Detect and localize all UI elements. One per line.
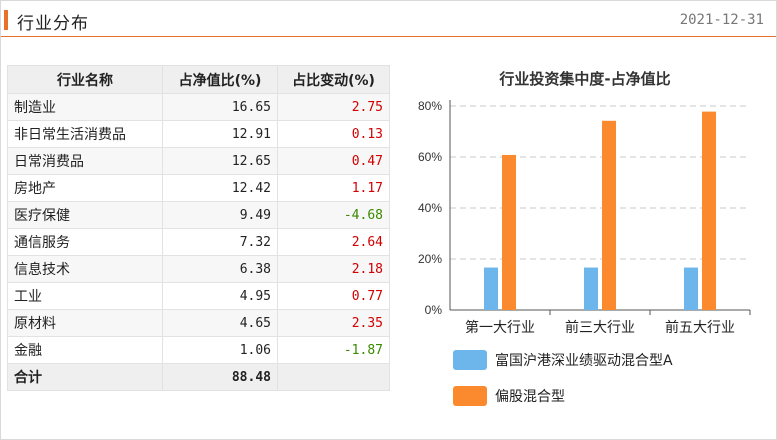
bar-category <box>602 120 616 310</box>
ratio-cell: 4.65 <box>162 309 278 337</box>
ratio-cell: 1.06 <box>162 336 278 364</box>
y-tick-label: 80% <box>418 99 442 113</box>
legend-swatch-category <box>453 386 487 406</box>
column-header-industry[interactable]: 行业名称 <box>7 65 163 94</box>
table-row[interactable]: 金融 1.06 -1.87 <box>7 336 390 364</box>
change-cell: 2.18 <box>277 255 390 283</box>
industry-name-cell: 通信服务 <box>7 228 163 256</box>
x-tick-label: 前三大行业 <box>565 319 635 336</box>
change-cell: 2.75 <box>277 93 390 121</box>
column-header-ratio[interactable]: 占净值比(%) <box>162 65 278 94</box>
ratio-cell: 4.95 <box>162 282 278 310</box>
bar-category <box>702 111 716 310</box>
change-cell: 2.35 <box>277 309 390 337</box>
bar-fund <box>684 267 698 310</box>
total-change-cell <box>277 363 390 391</box>
industry-table: 行业名称 占净值比(%) 占比变动(%) 制造业 16.65 2.75 非日常生活消费… <box>7 65 390 391</box>
table-row[interactable]: 信息技术 6.38 2.18 <box>7 255 390 283</box>
table-row[interactable]: 通信服务 7.32 2.64 <box>7 228 390 256</box>
total-ratio-cell: 88.48 <box>162 363 278 391</box>
industry-name-cell: 工业 <box>7 282 163 310</box>
chart-title: 行业投资集中度-占净值比 <box>499 70 671 88</box>
x-tick-label: 第一大行业 <box>465 319 535 336</box>
legend-label-fund: 富国沪港深业绩驱动混合型A <box>495 353 673 369</box>
change-cell: 0.77 <box>277 282 390 310</box>
panel-header: 行业分布 2021-12-31 <box>1 1 776 37</box>
legend-item-category[interactable]: 偏股混合型 <box>453 386 673 406</box>
table-row[interactable]: 房地产 12.42 1.17 <box>7 174 390 202</box>
change-cell: 1.17 <box>277 174 390 202</box>
legend-label-category: 偏股混合型 <box>495 389 565 405</box>
industry-name-cell: 信息技术 <box>7 255 163 283</box>
y-tick-label: 20% <box>418 252 442 266</box>
legend-item-fund[interactable]: 富国沪港深业绩驱动混合型A <box>453 350 673 370</box>
change-cell: 2.64 <box>277 228 390 256</box>
table-header-row: 行业名称 占净值比(%) 占比变动(%) <box>7 65 390 94</box>
table-row[interactable]: 制造业 16.65 2.75 <box>7 93 390 121</box>
concentration-chart: 行业投资集中度-占净值比 0% 20% 40% 60% 80% 第一大行业 前三大行业 前五大… <box>405 60 765 430</box>
table-row[interactable]: 日常消费品 12.65 0.47 <box>7 147 390 175</box>
bar-fund <box>584 267 598 310</box>
y-tick-label: 0% <box>425 303 443 317</box>
ratio-cell: 6.38 <box>162 255 278 283</box>
column-header-change[interactable]: 占比变动(%) <box>277 65 390 94</box>
total-label-cell: 合计 <box>7 363 163 391</box>
industry-name-cell: 医疗保健 <box>7 201 163 229</box>
legend-swatch-fund <box>453 350 487 370</box>
ratio-cell: 12.42 <box>162 174 278 202</box>
bar-fund <box>484 267 498 310</box>
change-cell: 0.47 <box>277 147 390 175</box>
report-date: 2021-12-31 <box>679 12 764 28</box>
table-row[interactable]: 工业 4.95 0.77 <box>7 282 390 310</box>
change-cell: -4.68 <box>277 201 390 229</box>
industry-name-cell: 房地产 <box>7 174 163 202</box>
table-row[interactable]: 原材料 4.65 2.35 <box>7 309 390 337</box>
panel-title: 行业分布 <box>17 14 89 34</box>
industry-name-cell: 非日常生活消费品 <box>7 120 163 148</box>
industry-name-cell: 日常消费品 <box>7 147 163 175</box>
industry-name-cell: 制造业 <box>7 93 163 121</box>
ratio-cell: 12.65 <box>162 147 278 175</box>
x-tick-label: 前五大行业 <box>665 319 735 336</box>
industry-name-cell: 金融 <box>7 336 163 364</box>
ratio-cell: 16.65 <box>162 93 278 121</box>
table-row[interactable]: 非日常生活消费品 12.91 0.13 <box>7 120 390 148</box>
change-cell: -1.87 <box>277 336 390 364</box>
change-cell: 0.13 <box>277 120 390 148</box>
table-row[interactable]: 医疗保健 9.49 -4.68 <box>7 201 390 229</box>
bar-category <box>502 154 516 310</box>
y-tick-label: 40% <box>418 201 442 215</box>
ratio-cell: 9.49 <box>162 201 278 229</box>
industry-name-cell: 原材料 <box>7 309 163 337</box>
header-accent-bar <box>4 10 8 30</box>
chart-legend: 富国沪港深业绩驱动混合型A 偏股混合型 <box>453 350 673 422</box>
ratio-cell: 7.32 <box>162 228 278 256</box>
table-total-row: 合计 88.48 <box>7 363 390 391</box>
y-tick-label: 60% <box>418 150 442 164</box>
ratio-cell: 12.91 <box>162 120 278 148</box>
bar-chart-svg: 0% 20% 40% 60% 80% 第一大行业 前三大行业 前五大行业 <box>418 99 751 336</box>
